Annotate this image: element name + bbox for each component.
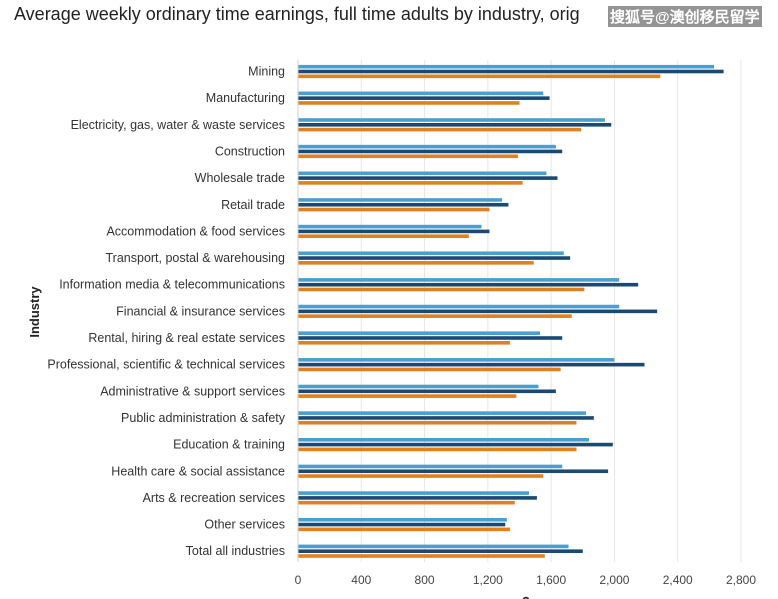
chart-title: Average weekly ordinary time earnings, f… — [14, 4, 580, 24]
bar — [298, 304, 620, 309]
bar — [298, 287, 585, 292]
bar — [298, 474, 544, 478]
bar — [298, 64, 715, 69]
category-label: Transport, postal & warehousing — [106, 251, 286, 265]
bar — [298, 544, 569, 549]
bar-series — [298, 64, 724, 558]
bar — [298, 309, 658, 314]
bar — [298, 154, 518, 159]
bar — [298, 331, 541, 335]
x-tick-label: 2,000 — [599, 573, 629, 587]
bar — [298, 149, 563, 154]
bar — [298, 411, 586, 415]
bar — [298, 341, 511, 345]
bar — [298, 229, 490, 234]
category-label: Electricity, gas, water & waste services — [71, 118, 285, 132]
bar — [298, 384, 539, 389]
bar — [298, 442, 613, 447]
x-tick-label: 0 — [295, 573, 302, 587]
bar — [298, 224, 482, 229]
bar — [298, 251, 564, 256]
bar — [298, 234, 469, 238]
bar — [298, 491, 529, 495]
bar — [298, 469, 609, 474]
category-label: Professional, scientific & technical ser… — [47, 358, 285, 372]
category-label: Education & training — [173, 438, 285, 452]
watermark: 搜狐号@澳创移民留学 — [608, 6, 762, 27]
category-label: Mining — [248, 65, 285, 79]
y-axis-label: Industry — [27, 286, 42, 338]
bar — [298, 416, 594, 420]
x-tick-label: 400 — [351, 573, 371, 587]
category-label: Wholesale trade — [195, 171, 285, 185]
category-label: Manufacturing — [206, 91, 285, 105]
bar — [298, 261, 534, 265]
category-label: Information media & telecommunications — [59, 278, 285, 292]
bar — [298, 517, 507, 522]
bar — [298, 367, 561, 372]
bar — [298, 181, 523, 185]
bar — [298, 198, 503, 202]
category-label: Accommodation & food services — [106, 224, 285, 238]
bar — [298, 69, 724, 74]
category-label: Health care & social assistance — [111, 464, 285, 478]
x-tick-labels: 0 400 800 1,200 1,600 2,000 2,400 2,800 — [295, 573, 757, 587]
category-label: Construction — [215, 144, 285, 158]
bar — [298, 256, 571, 260]
bar — [298, 314, 572, 318]
x-tick-label: 1,200 — [473, 573, 503, 587]
x-axis-label: $ — [522, 594, 530, 599]
bar — [298, 176, 558, 180]
bar — [298, 202, 509, 207]
x-tick-label: 800 — [415, 573, 435, 587]
bar — [298, 74, 661, 79]
bar — [298, 496, 537, 500]
category-label: Administrative & support services — [100, 384, 285, 398]
category-label: Rental, hiring & real estate services — [88, 331, 285, 345]
bar — [298, 123, 612, 127]
bar — [298, 127, 582, 132]
category-labels: Mining Manufacturing Electricity, gas, wat… — [47, 65, 285, 559]
bar — [298, 91, 544, 96]
bar — [298, 282, 639, 287]
category-label: Arts & recreation services — [143, 491, 285, 505]
bar — [298, 447, 577, 452]
x-tick-label: 1,600 — [536, 573, 566, 587]
category-label: Retail trade — [221, 198, 285, 212]
bar — [298, 394, 517, 398]
bar — [298, 420, 577, 425]
bar — [298, 101, 520, 105]
bar — [298, 144, 556, 149]
bar — [298, 171, 547, 176]
bar — [298, 554, 545, 558]
bar — [298, 438, 590, 442]
x-tick-label: 2,400 — [663, 573, 693, 587]
bar — [298, 207, 490, 212]
bar — [298, 358, 615, 362]
bar — [298, 96, 550, 100]
category-label: Public administration & safety — [121, 411, 286, 425]
category-label: Financial & insurance services — [116, 304, 285, 318]
x-tick-label: 2,800 — [726, 573, 756, 587]
bar — [298, 522, 506, 527]
bar — [298, 464, 563, 469]
bar — [298, 527, 511, 532]
category-label: Other services — [204, 518, 285, 532]
category-label: Total all industries — [186, 544, 285, 558]
bar — [298, 278, 620, 282]
bar — [298, 500, 515, 505]
bar — [298, 362, 645, 367]
bar — [298, 118, 605, 122]
bar — [298, 336, 563, 340]
bar — [298, 549, 583, 553]
bar — [298, 389, 556, 394]
